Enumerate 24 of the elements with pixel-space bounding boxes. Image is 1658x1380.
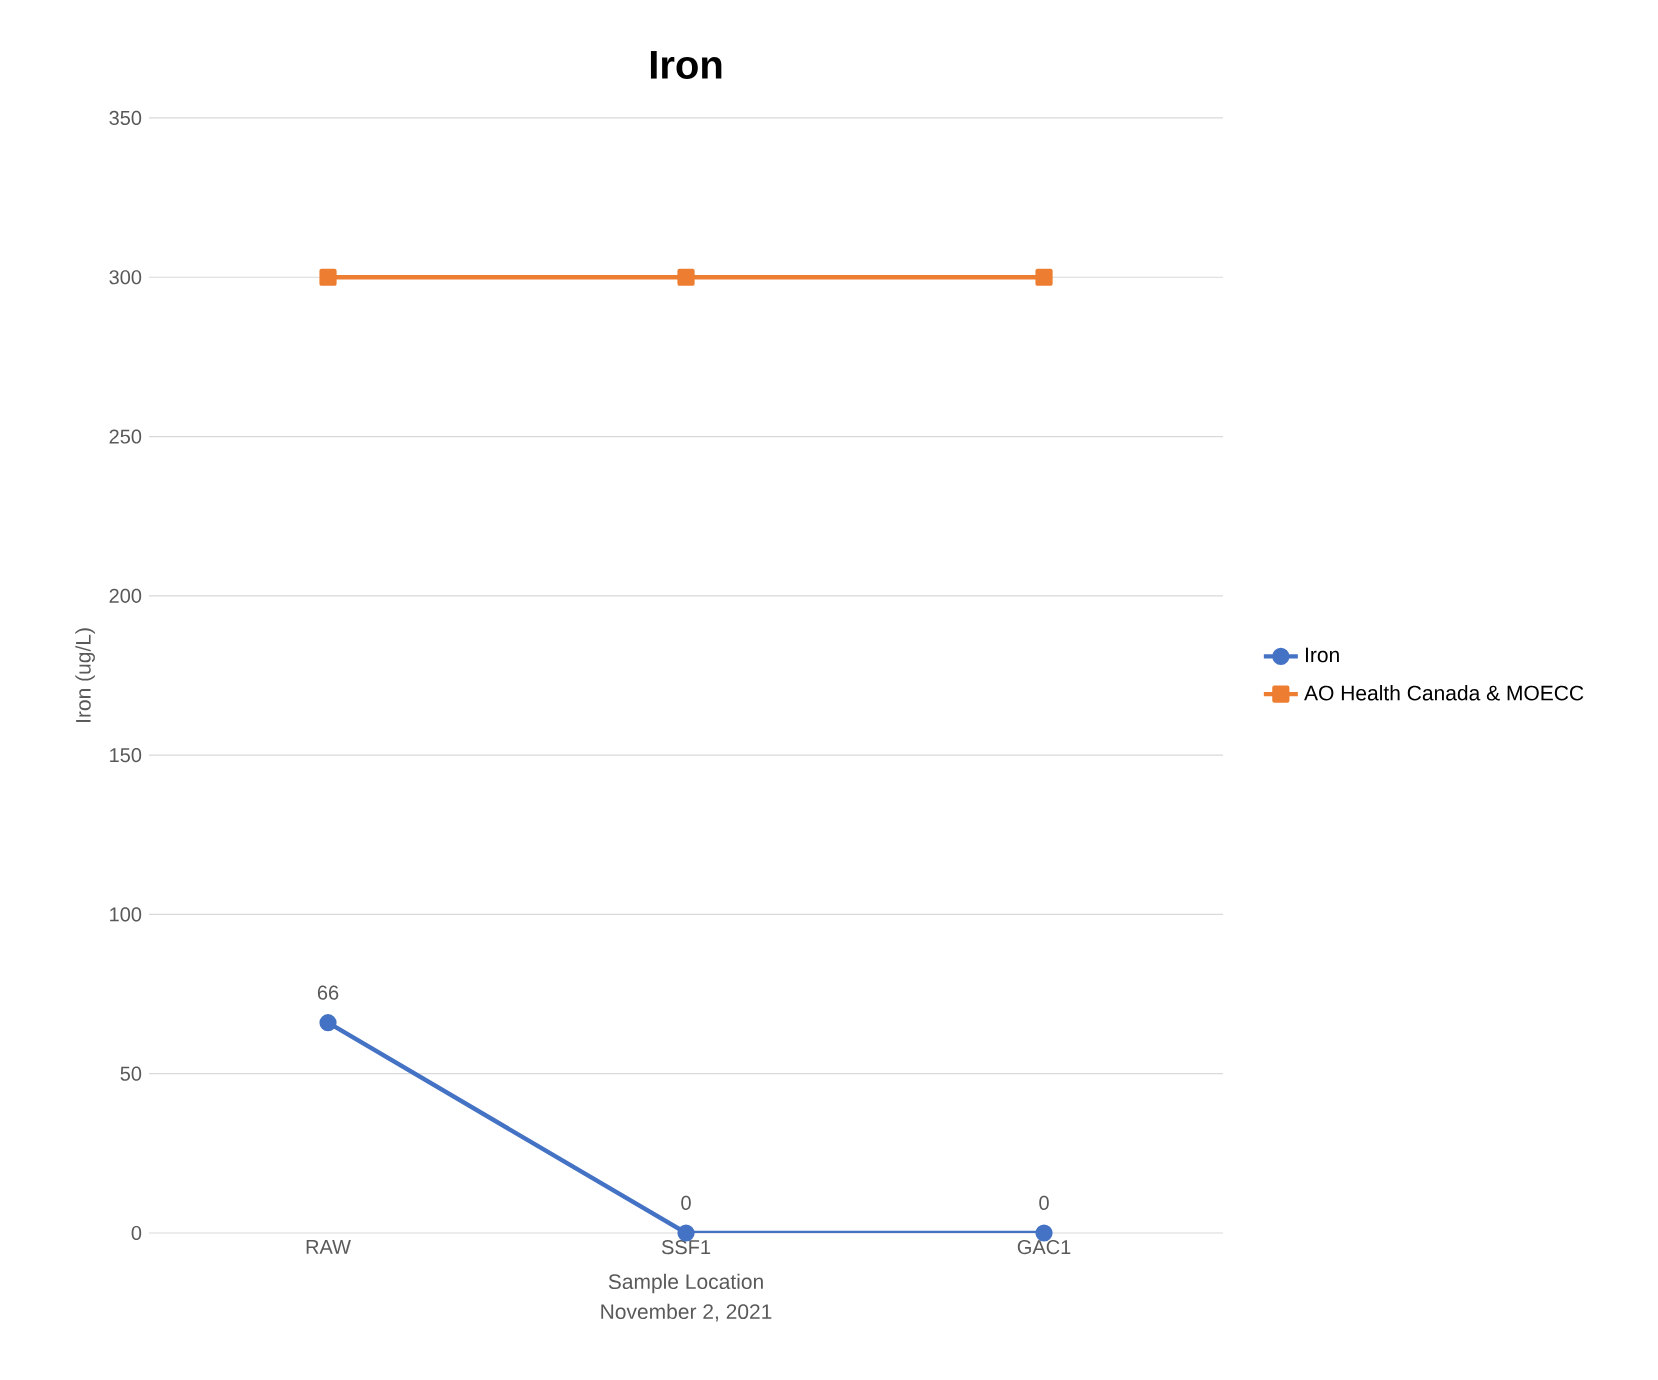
point bbox=[677, 268, 695, 286]
legend-label: AO Health Canada & MOECC bbox=[1304, 685, 1584, 701]
y-axis-title: Iron (ug/L) bbox=[75, 628, 95, 722]
y-tick-label: 50 bbox=[120, 1066, 142, 1081]
point bbox=[319, 1014, 337, 1032]
legend-label: Iron bbox=[1305, 647, 1339, 663]
data-label: 0 bbox=[1039, 1195, 1049, 1210]
text: November 2, 2021 bbox=[601, 1303, 772, 1322]
point bbox=[1035, 268, 1053, 286]
y-tick-label: 0 bbox=[131, 1225, 142, 1241]
x-tick-label: RAW bbox=[306, 1240, 351, 1254]
x-tick-label: SSF1 bbox=[661, 1240, 711, 1255]
y-tick-label: 300 bbox=[109, 270, 142, 285]
y-tick-label: 350 bbox=[109, 110, 142, 126]
y-tick-label: 250 bbox=[109, 429, 142, 444]
x-tick-label: GAC1 bbox=[1017, 1240, 1071, 1255]
x-axis-title: Sample Location bbox=[608, 1273, 763, 1294]
y-tick-label: 150 bbox=[110, 748, 142, 763]
point bbox=[319, 268, 337, 286]
chart-title: Iron bbox=[650, 51, 722, 79]
y-tick-label: 100 bbox=[110, 907, 142, 922]
data-label: 0 bbox=[681, 1195, 691, 1210]
data-label: 66 bbox=[317, 985, 339, 1000]
y-tick-label: 200 bbox=[109, 588, 142, 603]
